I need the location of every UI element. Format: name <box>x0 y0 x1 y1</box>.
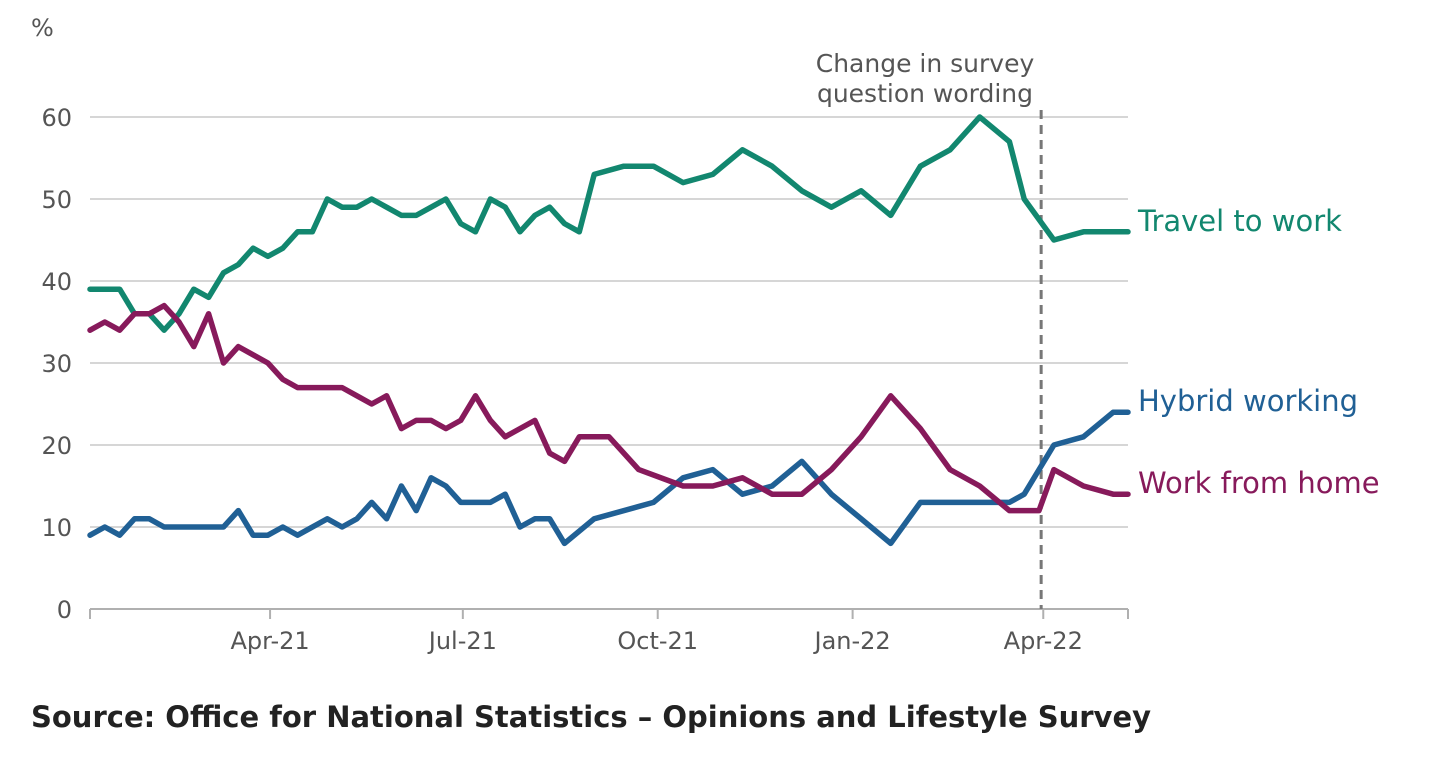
series-line-hybrid-working <box>87 409 1131 547</box>
y-tick-label-20: 20 <box>41 432 72 460</box>
series-label-work-from-home: Work from home <box>1138 466 1380 500</box>
y-tick-label-40: 40 <box>41 268 72 296</box>
x-tick-label-2: Oct-21 <box>617 627 698 655</box>
y-tick-label-30: 30 <box>41 350 72 378</box>
series-label-travel-to-work: Travel to work <box>1137 204 1342 238</box>
x-tick-label-3: Jan-22 <box>813 627 891 655</box>
x-tick-label-0: Apr-21 <box>230 627 309 655</box>
source-note: Source: Office for National Statistics –… <box>31 700 1152 734</box>
x-axis: Apr-21 Jul-21 Oct-21 Jan-22 Apr-22 <box>89 608 1129 655</box>
series-lines <box>87 114 1131 547</box>
series-line-work-from-home <box>87 302 1131 514</box>
series-labels: Travel to work Hybrid working Work from ho… <box>1137 204 1380 500</box>
y-tick-labels: 0 10 20 30 40 50 60 <box>41 104 72 624</box>
y-tick-label-50: 50 <box>41 186 72 214</box>
annotation-text-line-1: Change in survey <box>816 49 1035 78</box>
x-tick-label-1: Jul-21 <box>427 627 497 655</box>
series-label-hybrid-working: Hybrid working <box>1138 384 1358 418</box>
y-tick-label-10: 10 <box>41 514 72 542</box>
y-axis-unit-label: % <box>31 14 54 42</box>
x-tick-label-4: Apr-22 <box>1004 627 1083 655</box>
annotation-text-line-2: question wording <box>817 79 1033 108</box>
y-tick-label-60: 60 <box>41 104 72 132</box>
line-chart: % 0 10 20 30 40 50 60 Apr-21 Jul-21 Oct-21 Jan-22… <box>31 14 1380 655</box>
series-line-travel-to-work <box>87 114 1131 333</box>
y-gridlines <box>90 116 1128 528</box>
y-tick-label-0: 0 <box>57 596 72 624</box>
